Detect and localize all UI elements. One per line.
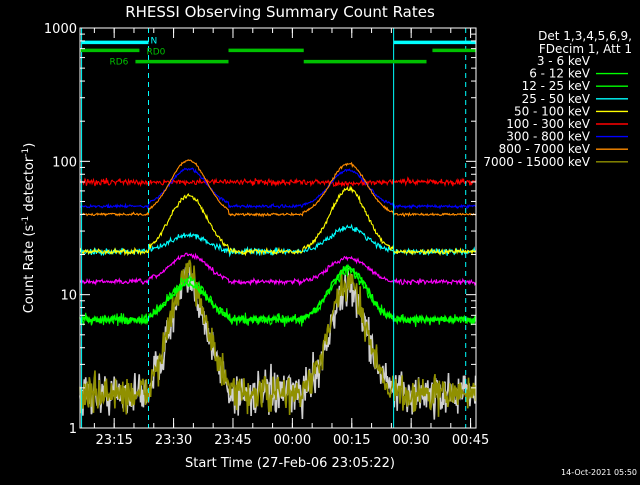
- series-line-9: [79, 252, 477, 287]
- flag-label-rd0: RD0: [147, 47, 166, 57]
- x-tick-label-1: 23:30: [155, 433, 192, 448]
- legend-header-line-1: Det 1,3,4,5,6,9,: [538, 29, 632, 43]
- legend-label-2: 12 - 25 keV: [522, 79, 591, 93]
- series-line-6: [79, 167, 477, 210]
- legend: Det 1,3,4,5,6,9, FDecim 1, Att 1 3 - 6 k…: [483, 29, 632, 169]
- legend-label-0: 3 - 6 keV: [537, 54, 591, 68]
- y-axis-label-sup1: -1: [21, 216, 31, 225]
- x-tick-label-2: 23:45: [214, 433, 251, 448]
- legend-label-1: 6 - 12 keV: [529, 67, 591, 81]
- series-line-8: [79, 259, 477, 417]
- y-tick-label-3: 1000: [44, 22, 77, 37]
- x-axis-label: Start Time (27-Feb-06 23:05:22): [185, 456, 395, 471]
- flag-label-n: N: [151, 36, 158, 46]
- x-tick-label-5: 00:30: [392, 433, 429, 448]
- y-axis-label-sup2: -1: [21, 148, 31, 157]
- x-tick-label-4: 00:15: [333, 433, 370, 448]
- plot-frame: [79, 27, 477, 429]
- y-axis-label: Count Rate (s-1 detector-1): [21, 143, 37, 314]
- series-line-4: [79, 185, 477, 257]
- legend-label-3: 25 - 50 keV: [522, 92, 591, 106]
- series-line-1: [79, 265, 477, 328]
- series-line-7: [79, 159, 476, 218]
- series-line-2: [79, 263, 477, 326]
- legend-label-6: 300 - 800 keV: [506, 130, 590, 144]
- y-axis-label-end: ): [22, 143, 37, 148]
- x-tick-label-0: 23:15: [95, 433, 132, 448]
- x-tick-label-3: 00:00: [274, 433, 311, 448]
- y-tick-label-0: 1: [69, 422, 77, 437]
- generation-timestamp: 14-Oct-2021 05:50: [561, 468, 637, 477]
- legend-label-5: 100 - 300 keV: [506, 117, 590, 131]
- legend-header-line-2: FDecim 1, Att 1: [539, 42, 632, 56]
- y-axis-label-main: Count Rate (s: [22, 225, 37, 314]
- x-tick-label-6: 00:45: [452, 433, 489, 448]
- y-tick-label-1: 10: [60, 289, 77, 304]
- y-axis-label-mid: detector: [22, 156, 37, 216]
- chart-title: RHESSI Observing Summary Count Rates: [125, 3, 435, 21]
- axes: 1 10 100 1000 23:15 23:30 23:45 00:00 00:15 00:30…: [44, 22, 489, 448]
- legend-label-7: 800 - 7000 keV: [499, 142, 591, 156]
- series-line-5: [79, 176, 477, 188]
- flag-label-rd6: RD6: [109, 58, 128, 68]
- y-tick-label-2: 100: [52, 155, 77, 170]
- legend-label-8: 7000 - 15000 keV: [483, 155, 590, 169]
- legend-label-4: 50 - 100 keV: [514, 104, 591, 118]
